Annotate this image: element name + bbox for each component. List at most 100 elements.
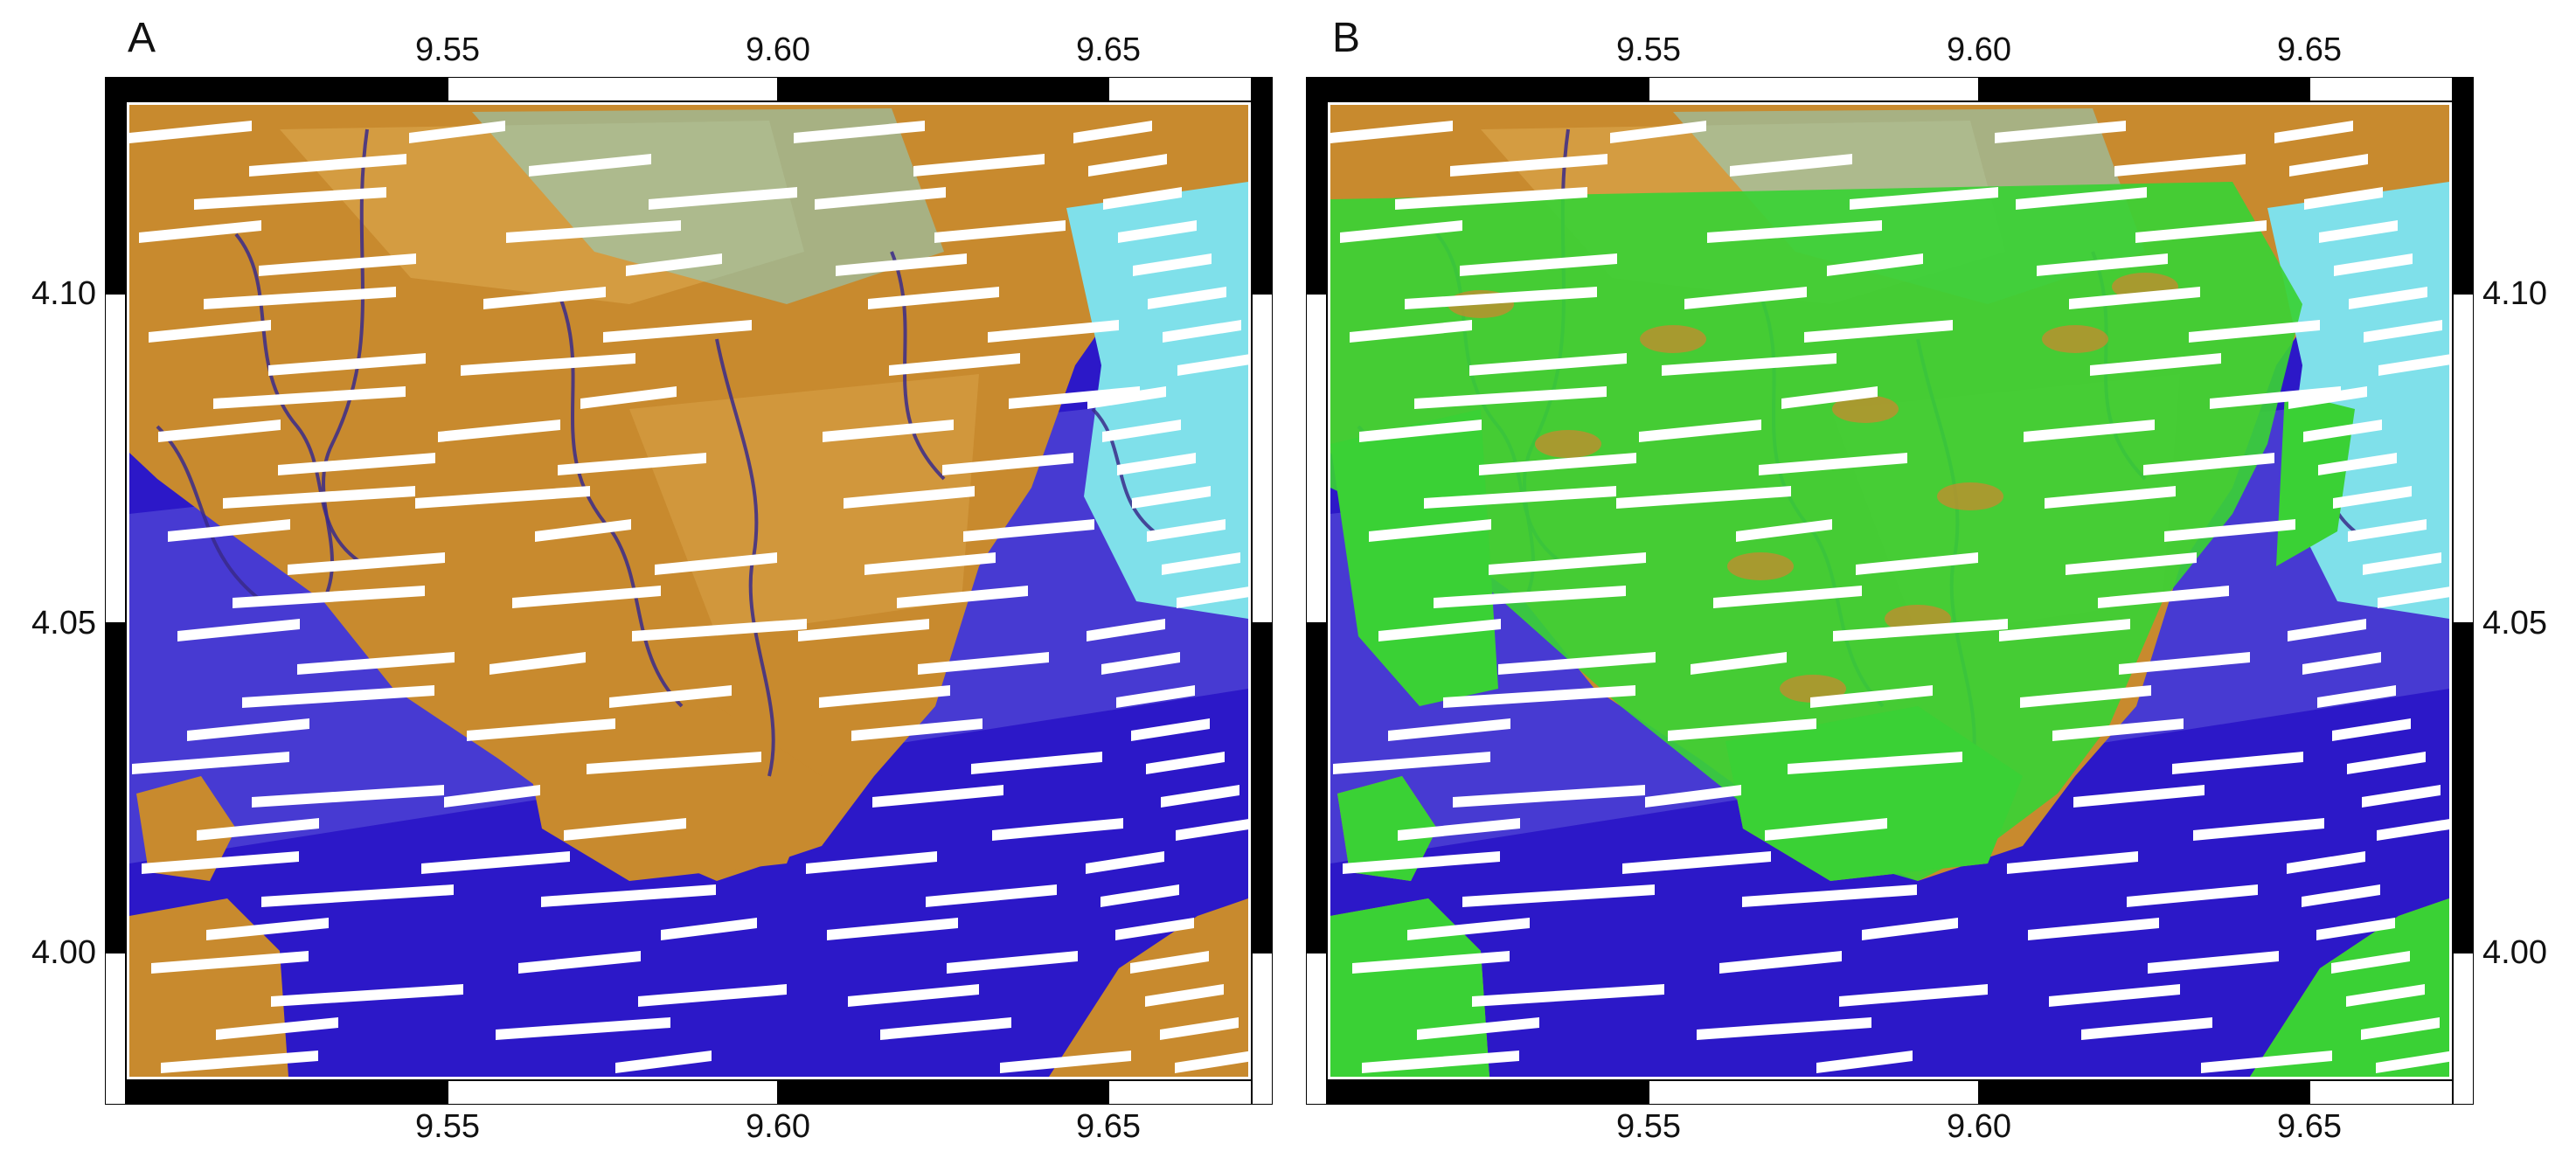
panel-b-scanline-gap <box>1398 818 1520 841</box>
panel-a-frame-left-segment <box>105 952 127 1105</box>
panel-b-scanline-gap <box>2304 187 2383 210</box>
panel-b-scanline-gap <box>2052 718 2184 741</box>
panel-b-scanline-gap <box>1417 1017 1539 1040</box>
panel-b-scanline-gap <box>1369 519 1491 542</box>
panel-b-residual-land-patch <box>1937 482 2003 510</box>
panel-b-frame-top-segment <box>1306 77 1649 102</box>
panel-a-frame-left-segment <box>105 77 127 295</box>
panel-b-frame-right-segment <box>2452 952 2474 1105</box>
panel-b-class-overlay-island-west <box>1337 776 1437 881</box>
panel-b-scanline-gap <box>2347 752 2426 774</box>
panel-a-scanline-gap <box>142 851 299 874</box>
panel-b-scanline-gap <box>2287 851 2365 874</box>
panel-a-scanline-gap <box>794 121 925 143</box>
panel-a-scanline-gap <box>836 253 967 276</box>
panel-b-scanline-gap <box>2378 586 2449 608</box>
panel-a-frame-left-segment <box>105 293 127 624</box>
panel-a-scanline-gap <box>535 519 631 542</box>
panel-b-scanline-gap <box>2210 386 2341 409</box>
panel-a-frame-left-segment <box>105 622 127 953</box>
panel-a-scanline-gap <box>1088 154 1167 177</box>
panel-a-frame-top-segment <box>105 77 448 102</box>
map-panel-b <box>1306 77 2474 1105</box>
panel-a-scanline-gap <box>848 984 979 1007</box>
panel-a-frame-right-segment <box>1251 293 1273 624</box>
panel-a-scanline-gap <box>815 187 946 210</box>
panel-b-scanline-gap <box>2189 320 2320 343</box>
panel-a-scanline-gap <box>204 287 396 309</box>
panel-a-scanline-gap <box>971 752 1102 774</box>
panel-a-scanline-gap <box>1148 287 1226 309</box>
panel-b-scanline-gap <box>1343 851 1500 874</box>
panel-b-x-tick-top-1: 9.55 <box>1616 31 1681 68</box>
panel-a-scanline-gap <box>564 818 686 841</box>
panel-a-frame-right-segment <box>1251 77 1273 295</box>
panel-b-scanline-gap <box>2007 851 2138 874</box>
panel-a-scanline-gap <box>467 718 615 741</box>
panel-b-scanline-gap <box>2319 220 2398 243</box>
panel-b-scanline-gap <box>1362 1051 1519 1073</box>
panel-a-scanline-gap <box>168 519 290 542</box>
panel-a-scanline-gap <box>278 453 435 475</box>
panel-b-scanline-gap <box>1616 486 1791 509</box>
panel-b-scanline-gap <box>2114 154 2246 177</box>
panel-b-scanline-gap <box>2376 1051 2449 1073</box>
panel-a-scanline-gap <box>926 884 1057 907</box>
panel-a-channel <box>715 338 775 777</box>
panel-a-scanline-gap <box>288 552 445 575</box>
panel-a-scanline-gap <box>897 586 1028 608</box>
panel-b-scanline-gap <box>2331 951 2410 974</box>
panel-a-scanline-gap <box>934 220 1066 243</box>
panel-a-y-tick-2: 4.05 <box>31 605 96 641</box>
panel-b-scanline-gap <box>1759 453 1907 475</box>
panel-b-scanline-gap <box>1691 652 1787 675</box>
panel-a-scanline-gap <box>942 453 1073 475</box>
panel-b-scanline-gap <box>2119 652 2250 675</box>
panel-b-scanline-gap <box>1340 220 1462 243</box>
panel-b-scanline-gap <box>1610 121 1706 143</box>
panel-b-scanline-gap <box>1414 386 1607 409</box>
panel-a-scanline-gap <box>132 752 289 774</box>
panel-b-scanline-gap <box>2302 652 2381 675</box>
panel-b-y-tick-1: 4.10 <box>2482 275 2547 312</box>
panel-b-scanline-gap <box>2333 486 2412 509</box>
panel-a-scanline-gap <box>1086 851 1164 874</box>
panel-b-scanline-gap <box>2028 918 2159 940</box>
panel-b-frame-bottom-segment <box>1306 1079 1649 1105</box>
panel-a-scanline-gap <box>187 718 309 741</box>
panel-b-scanline-gap <box>2143 453 2274 475</box>
panel-b-scanline-gap <box>1862 918 1958 940</box>
panel-b-scanline-gap <box>2334 253 2413 276</box>
panel-a-turquoise-haze <box>472 108 944 304</box>
panel-a-scanline-gap <box>1147 519 1226 542</box>
panel-a-frame-top-segment <box>447 77 779 102</box>
panel-a-scanline-gap <box>1117 453 1196 475</box>
panel-b-scanline-gap <box>1352 951 1510 974</box>
panel-a-scanline-gap <box>868 287 999 309</box>
panel-b-scanline-gap <box>2069 287 2200 309</box>
panel-a-x-tick-top-1: 9.55 <box>415 31 480 68</box>
panel-a-frame-top-segment <box>1107 77 1273 102</box>
panel-a-scanline-gap <box>1087 386 1166 409</box>
panel-b-scanline-gap <box>2363 552 2441 575</box>
panel-b-scanline-gap <box>1736 519 1832 542</box>
panel-a-y-tick-1: 4.10 <box>31 275 96 312</box>
panel-b-frame-right-segment <box>2452 622 2474 953</box>
panel-b-scanline-gap <box>2127 884 2258 907</box>
panel-a-scanline-gap <box>1101 652 1180 675</box>
panel-a-scanline-gap <box>518 951 641 974</box>
panel-b-scanline-gap <box>2090 353 2221 376</box>
panel-a-scanline-gap <box>649 187 797 210</box>
panel-b-scanline-gap <box>1742 884 1917 907</box>
panel-b-scanline-gap <box>1359 420 1482 442</box>
panel-a-scanline-gap <box>139 220 261 243</box>
panel-a-scanline-gap <box>409 121 505 143</box>
panel-b-frame-top-segment <box>1648 77 1980 102</box>
panel-a-scanline-gap <box>271 984 463 1007</box>
panel-a-scanline-gap <box>233 586 425 608</box>
panel-a-channel <box>156 425 264 603</box>
panel-a-scanline-gap <box>1118 220 1197 243</box>
panel-a-scanline-gap <box>177 619 300 641</box>
panel-a-scanline-gap <box>1116 685 1195 708</box>
panel-b-scanline-gap <box>2318 453 2397 475</box>
